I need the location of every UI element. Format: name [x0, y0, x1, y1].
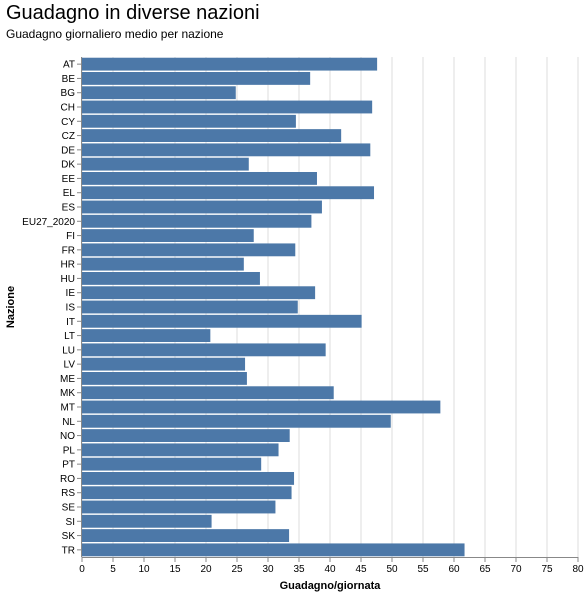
x-tick-label: 80	[572, 564, 584, 575]
bars	[82, 57, 465, 557]
x-tick-label: 45	[355, 564, 367, 575]
x-tick-label: 55	[417, 564, 429, 575]
x-tick-label: 40	[324, 564, 336, 575]
bar-dk	[82, 157, 249, 171]
y-tick-label: MT	[61, 403, 75, 414]
bar-hu	[82, 272, 260, 285]
x-tick-label: 60	[448, 564, 460, 575]
y-tick-label: MK	[60, 388, 75, 399]
bar-sk	[82, 529, 290, 542]
y-tick-label: LV	[64, 360, 76, 371]
y-tick-label: LU	[62, 345, 75, 356]
y-tick-label: PT	[62, 460, 75, 471]
bar-no	[82, 429, 290, 442]
y-tick-label: FR	[62, 245, 75, 256]
y-tick-label: EU27_2020	[22, 217, 75, 228]
y-tick-label: SK	[62, 531, 76, 542]
chart-subtitle: Guadagno giornaliero medio per nazione	[6, 27, 224, 41]
x-tick-label: 30	[262, 564, 274, 575]
y-tick-label: FI	[66, 231, 75, 242]
y-tick-label: AT	[63, 60, 75, 71]
bar-lt	[82, 329, 211, 342]
bar-ro	[82, 472, 295, 485]
y-tick-label: DE	[61, 145, 75, 156]
y-tick-label: HU	[61, 274, 75, 285]
y-tick-label: EL	[63, 188, 76, 199]
y-tick-label: BE	[62, 74, 76, 85]
bar-el	[82, 186, 375, 200]
bar-es	[82, 200, 322, 214]
x-tick-label: 50	[386, 564, 398, 575]
y-tick-label: IE	[66, 288, 76, 299]
bar-mk	[82, 386, 334, 400]
bar-me	[82, 372, 247, 385]
y-tick-label: HR	[61, 260, 75, 271]
x-tick-label: 65	[479, 564, 491, 575]
bar-rs	[82, 486, 292, 500]
y-tick-label: RS	[61, 488, 75, 499]
bar-ie	[82, 286, 316, 300]
bar-de	[82, 143, 371, 157]
y-tick-label: LT	[64, 331, 75, 342]
chart-title: Guadagno in diverse nazioni	[6, 2, 260, 24]
bar-nl	[82, 414, 391, 428]
y-tick-label: ES	[62, 203, 76, 214]
axes: 0 5 10 15 20 25 30 35 40 45 50 55 60 65 70 75 80 AT BE BG CH…	[22, 57, 584, 575]
y-tick-label: EE	[62, 174, 76, 185]
bar-cy	[82, 114, 296, 128]
bar-fi	[82, 229, 254, 242]
bar-ch	[82, 100, 373, 114]
y-tick-label: TR	[62, 545, 75, 556]
bar-mt	[82, 400, 441, 414]
bar-bg	[82, 86, 236, 100]
x-tick-label: 20	[200, 564, 212, 575]
bar-pl	[82, 443, 279, 457]
x-tick-label: 10	[138, 564, 150, 575]
bar-se	[82, 500, 276, 514]
x-tick-label: 5	[110, 564, 116, 575]
y-tick-label: RO	[60, 474, 75, 485]
x-tick-label: 0	[79, 564, 85, 575]
x-tick-label: 15	[169, 564, 181, 575]
x-tick-label: 25	[231, 564, 243, 575]
y-tick-label: SI	[66, 517, 75, 528]
bar-lu	[82, 343, 326, 357]
bar-cz	[82, 129, 342, 142]
y-tick-label: ME	[60, 374, 75, 385]
y-tick-label: DK	[61, 160, 75, 171]
bar-fr	[82, 243, 296, 257]
x-axis-title: Guadagno/giornata	[280, 580, 382, 592]
bar-at	[82, 57, 378, 71]
y-axis-title: Nazione	[5, 286, 17, 328]
bar-hr	[82, 257, 244, 271]
bar-lv	[82, 357, 246, 371]
y-tick-label: CH	[61, 103, 75, 114]
bar-be	[82, 72, 311, 85]
bar-eu27_2020	[82, 214, 312, 228]
x-tick-label: 70	[510, 564, 522, 575]
bar-ee	[82, 172, 317, 185]
y-tick-label: CY	[61, 117, 75, 128]
y-tick-label: NO	[60, 431, 75, 442]
bar-pt	[82, 457, 262, 471]
y-tick-label: IS	[66, 303, 76, 314]
x-tick-label: 35	[293, 564, 305, 575]
y-tick-label: PL	[63, 445, 76, 456]
bar-is	[82, 300, 298, 314]
bar-it	[82, 314, 362, 328]
bar-si	[82, 514, 212, 528]
y-tick-label: NL	[62, 417, 75, 428]
bar-tr	[82, 543, 465, 557]
y-tick-label: IT	[66, 317, 75, 328]
x-tick-label: 75	[541, 564, 553, 575]
y-tick-label: BG	[61, 88, 76, 99]
y-tick-label: SE	[62, 503, 76, 514]
y-tick-label: CZ	[62, 131, 75, 142]
